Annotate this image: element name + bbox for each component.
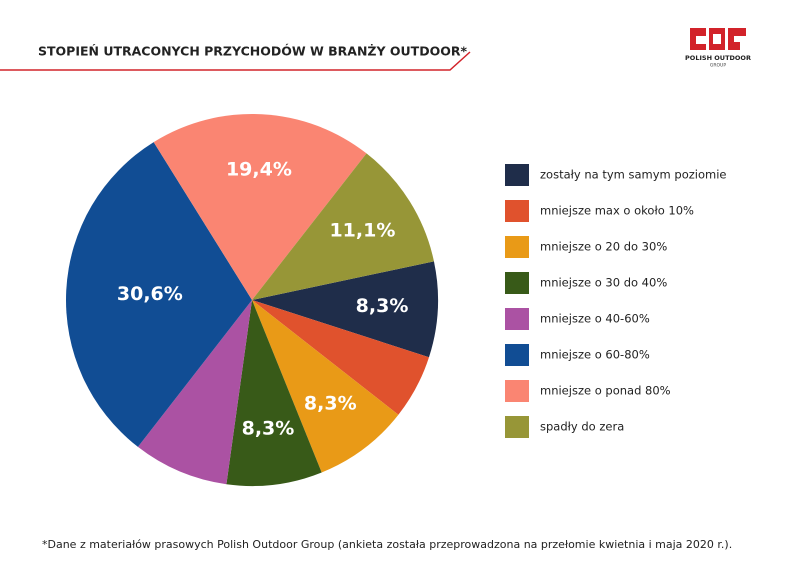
legend-label: mniejsze o 20 do 30% (540, 240, 667, 254)
pie-slice (153, 114, 367, 300)
legend-swatch (505, 380, 529, 402)
legend-label: mniejsze o ponad 80% (540, 384, 671, 398)
pie-slice (252, 300, 429, 415)
data-label: 8,3% (242, 418, 295, 440)
pie-slice (252, 261, 438, 358)
legend-label: mniejsze o 30 do 40% (540, 276, 667, 290)
pie-slice (226, 300, 322, 487)
data-label: 30,6% (117, 283, 183, 305)
logo-mark (713, 34, 721, 44)
chart-title: STOPIEŃ UTRACONYCH PRZYCHODÓW W BRANŻY O… (38, 44, 467, 59)
footnote: *Dane z materiałów prasowych Polish Outd… (42, 538, 732, 551)
legend-label: mniejsze o 60-80% (540, 348, 650, 362)
title-rule (0, 51, 471, 71)
legend-swatch (505, 344, 529, 366)
legend-swatch (505, 416, 529, 438)
data-label: 8,3% (356, 295, 409, 317)
pie-slice (66, 142, 252, 447)
legend-swatch (505, 236, 529, 258)
pie-slice (137, 300, 252, 485)
legend-label: mniejsze max o około 10% (540, 204, 694, 218)
data-label: 8,3% (304, 393, 357, 415)
legend-swatch (505, 272, 529, 294)
legend-label: zostały na tym samym poziomie (540, 168, 727, 182)
logo-name: POLISH OUTDOOR (685, 54, 751, 62)
legend-label: mniejsze o 40-60% (540, 312, 650, 326)
pie-slice (252, 300, 399, 473)
legend-swatch (505, 164, 529, 186)
data-label: 11,1% (329, 220, 395, 242)
data-label: 19,4% (226, 158, 292, 180)
legend-label: spadły do zera (540, 420, 624, 434)
logo: POLISH OUTDOOR GROUP (685, 28, 751, 69)
pie-slice (252, 153, 434, 300)
legend-swatch (505, 200, 529, 222)
logo-sub: GROUP (710, 63, 726, 69)
legend-swatch (505, 308, 529, 330)
